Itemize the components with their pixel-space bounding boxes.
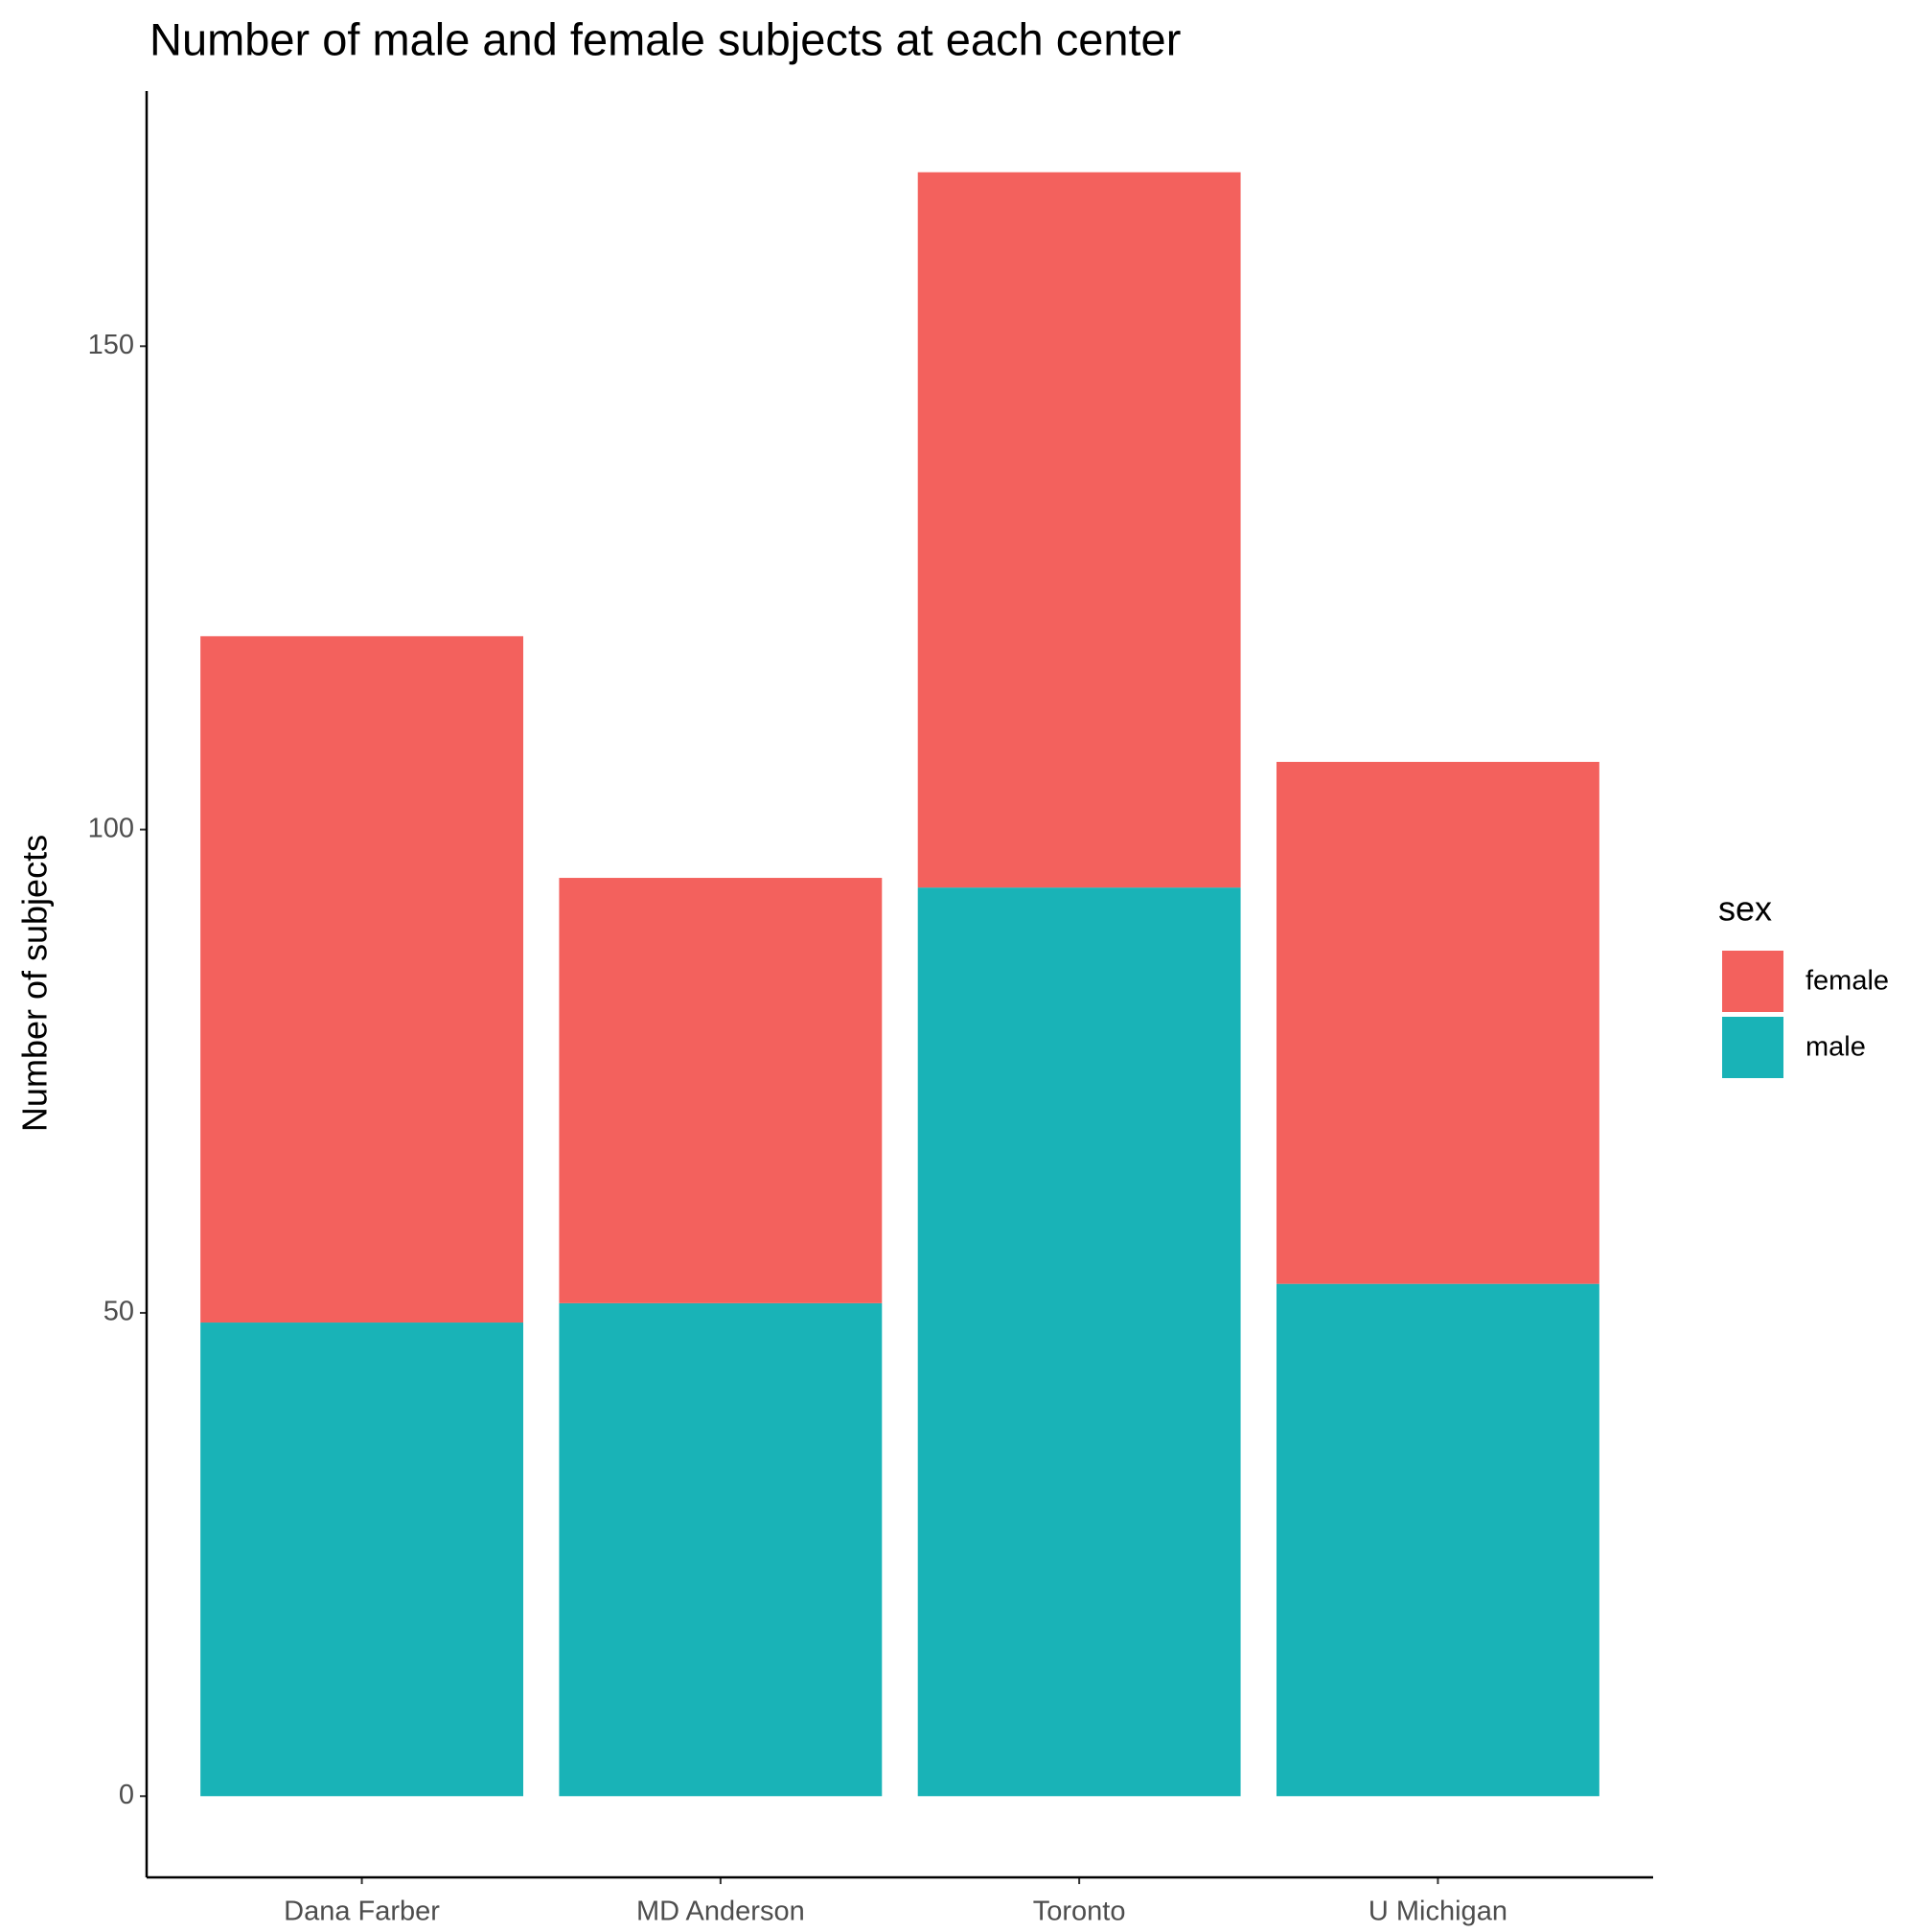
y-tick-label: 100 bbox=[88, 813, 134, 843]
x-tick-label: Toronto bbox=[1033, 1897, 1126, 1927]
bar-segment bbox=[1276, 1283, 1599, 1797]
bar-segment bbox=[559, 878, 883, 1303]
legend-label: male bbox=[1806, 1032, 1866, 1063]
bar-segment bbox=[917, 172, 1241, 888]
legend-key bbox=[1722, 1017, 1783, 1078]
y-tick-label: 150 bbox=[88, 330, 134, 360]
bar-segment bbox=[1276, 762, 1599, 1284]
chart-title: Number of male and female subjects at ea… bbox=[150, 13, 1181, 64]
y-tick-label: 50 bbox=[104, 1297, 134, 1327]
bar-segment bbox=[917, 887, 1241, 1797]
bar-segment bbox=[559, 1302, 883, 1797]
y-axis-label: Number of subjects bbox=[15, 835, 55, 1132]
x-tick-label: MD Anderson bbox=[636, 1897, 805, 1927]
x-tick-label: Dana Farber bbox=[284, 1897, 440, 1927]
legend-label: female bbox=[1806, 966, 1889, 997]
bar-segment bbox=[200, 1322, 523, 1797]
x-tick-label: U Michigan bbox=[1368, 1897, 1507, 1927]
y-tick-label: 0 bbox=[119, 1780, 134, 1810]
legend-key bbox=[1722, 951, 1783, 1012]
bar-segment bbox=[200, 635, 523, 1323]
legend-title: sex bbox=[1718, 889, 1772, 929]
